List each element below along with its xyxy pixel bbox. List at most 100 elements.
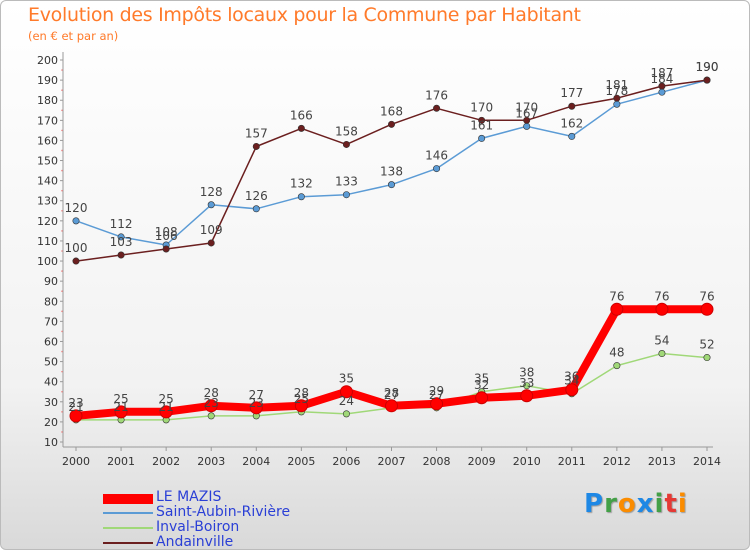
x-tick-label: 2011	[558, 455, 586, 468]
data-label: 176	[425, 88, 448, 102]
legend-item-le-mazis[interactable]: LE MAZIS	[103, 489, 363, 507]
data-point	[159, 405, 173, 419]
x-tick-label: 2014	[693, 455, 721, 468]
logo-letter: i	[677, 489, 688, 519]
data-point	[114, 405, 128, 419]
y-tick-label: 140	[37, 175, 58, 188]
y-minor-tick	[61, 350, 63, 353]
x-tick-label: 2003	[197, 455, 225, 468]
data-label: 170	[470, 100, 493, 114]
x-tick-label: 2000	[62, 455, 90, 468]
proxiti-logo: Proxiti	[584, 489, 688, 519]
data-label: 29	[429, 384, 444, 398]
data-point	[69, 409, 83, 423]
data-label: 21	[159, 400, 174, 414]
data-label: 109	[200, 223, 223, 237]
data-label: 103	[110, 235, 133, 249]
y-minor-tick	[61, 270, 63, 272]
data-label: 27	[249, 388, 264, 402]
data-point	[658, 88, 666, 96]
data-point	[342, 191, 350, 199]
y-tick-label: 90	[44, 275, 58, 288]
legend-item-andainville[interactable]: Andainville	[103, 534, 363, 550]
x-tick-label: 2001	[107, 455, 135, 468]
legend-item-saint-aubin-riviere[interactable]: Saint-Aubin-Rivière	[103, 504, 363, 522]
data-label: 126	[245, 189, 268, 203]
data-label: 36	[564, 370, 579, 384]
data-label: 100	[65, 241, 88, 255]
data-point	[249, 401, 263, 415]
x-tick-label: 2008	[423, 455, 451, 468]
data-label: 35	[339, 372, 354, 386]
x-tick-label: 2010	[513, 455, 541, 468]
legend-label: Saint-Aubin-Rivière	[156, 504, 291, 520]
x-tick-label: 2006	[332, 455, 360, 468]
data-label: 184	[650, 72, 673, 86]
data-label: 158	[335, 124, 358, 138]
legend-swatch	[103, 542, 153, 544]
data-point	[72, 257, 80, 265]
data-label: 157	[245, 126, 268, 140]
data-label: 23	[249, 396, 264, 410]
data-label: 146	[425, 149, 448, 163]
data-label: 35	[474, 372, 489, 386]
y-tick-label: 150	[37, 155, 58, 168]
y-tick-label: 80	[44, 295, 58, 308]
data-point	[387, 120, 395, 128]
data-point	[297, 193, 305, 201]
data-point	[520, 389, 534, 403]
data-label: 106	[155, 229, 178, 243]
data-point	[207, 412, 215, 420]
x-tick-label: 2005	[287, 455, 315, 468]
data-point	[387, 181, 395, 189]
logo-letter: P	[584, 489, 605, 519]
data-point	[523, 116, 531, 124]
y-minor-tick	[61, 411, 63, 413]
x-tick-label: 2009	[468, 455, 496, 468]
data-label: 23	[68, 396, 83, 410]
data-label: 190	[696, 60, 719, 74]
data-label: 52	[699, 338, 714, 352]
chart-title: Evolution des Impôts locaux pour la Comm…	[28, 4, 581, 26]
data-label: 166	[290, 108, 313, 122]
data-point	[252, 205, 260, 213]
y-minor-tick	[61, 129, 63, 132]
legend-item-inval-boiron[interactable]: Inval-Boiron	[103, 519, 363, 537]
data-label: 76	[609, 289, 624, 303]
data-point	[433, 104, 441, 112]
legend-label: Andainville	[156, 534, 234, 550]
y-tick-label: 20	[44, 416, 58, 429]
data-point	[72, 217, 80, 225]
data-label: 33	[519, 376, 534, 390]
data-label: 23	[204, 396, 219, 410]
data-point	[613, 100, 621, 108]
data-label: 38	[519, 366, 534, 380]
data-point	[610, 302, 624, 316]
data-point	[339, 385, 353, 399]
y-tick-label: 30	[44, 396, 58, 409]
data-label: 190	[696, 60, 719, 74]
chart-subtitle: (en € et par an)	[28, 29, 119, 43]
data-label: 54	[654, 334, 669, 348]
y-minor-tick	[61, 69, 63, 71]
data-label: 24	[339, 394, 354, 408]
data-label: 21	[113, 400, 128, 414]
y-minor-tick	[61, 189, 63, 192]
y-minor-tick	[61, 250, 63, 252]
x-tick-label: 2013	[648, 455, 676, 468]
data-point	[658, 82, 666, 90]
data-label: 133	[335, 175, 358, 189]
data-label: 138	[380, 165, 403, 179]
data-point	[568, 102, 576, 110]
data-label: 108	[155, 225, 178, 239]
y-minor-tick	[61, 390, 63, 393]
logo-letter: x	[636, 489, 655, 519]
legend-swatch	[103, 527, 153, 529]
y-tick-label: 170	[37, 114, 58, 127]
y-tick-label: 100	[37, 255, 58, 268]
data-point	[523, 382, 531, 390]
data-point	[342, 140, 350, 148]
y-minor-tick	[61, 290, 63, 293]
logo-letter: o	[617, 489, 637, 519]
data-label: 178	[605, 84, 628, 98]
